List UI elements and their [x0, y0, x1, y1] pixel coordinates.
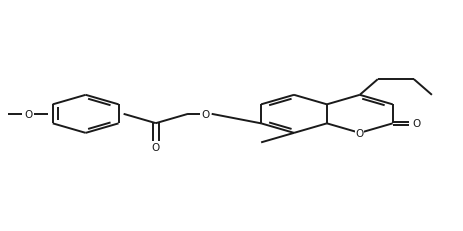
Text: O: O	[413, 119, 421, 129]
Text: O: O	[356, 128, 364, 138]
Text: O: O	[24, 109, 32, 119]
Text: O: O	[152, 142, 160, 152]
Text: O: O	[201, 109, 210, 119]
